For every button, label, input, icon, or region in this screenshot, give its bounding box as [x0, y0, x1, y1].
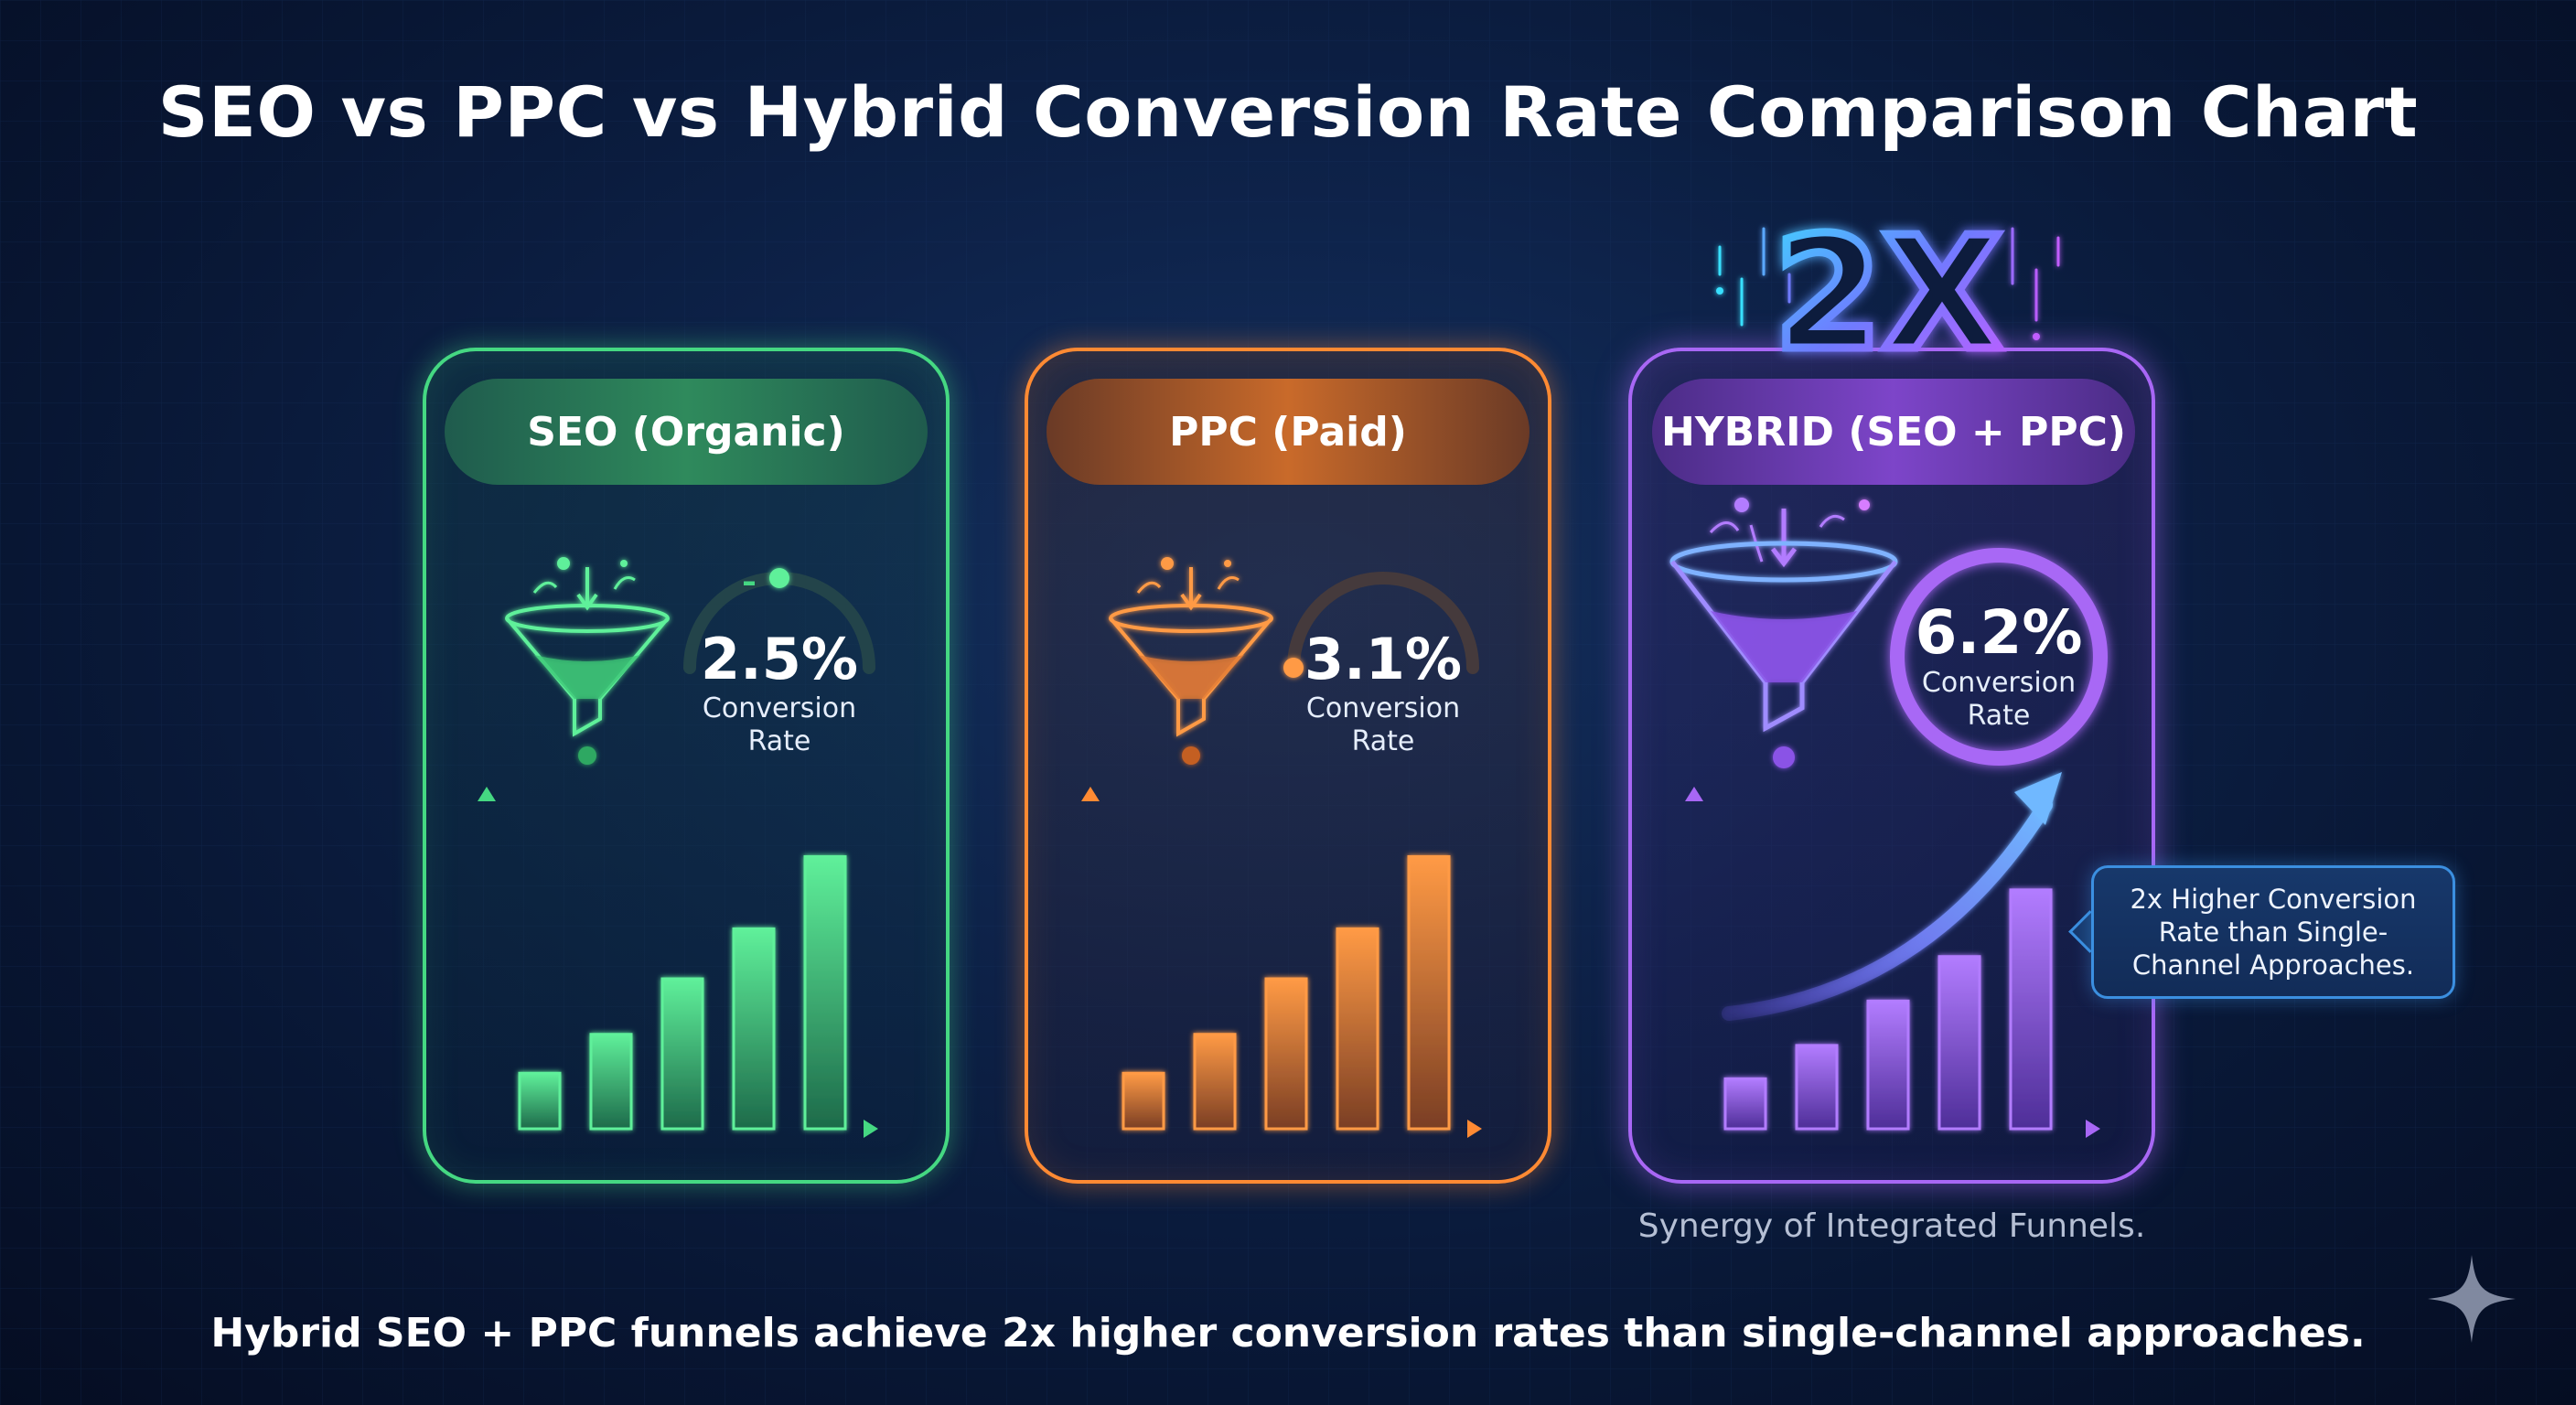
bar [1407, 854, 1451, 1131]
bar [518, 1071, 562, 1131]
conversion-gauge [1283, 572, 1479, 678]
hybrid-rate-label-line1: Conversion [1922, 667, 2076, 699]
hybrid-bar-chart [1685, 772, 2100, 1138]
chart-title: SEO vs PPC vs Hybrid Conversion Rate Com… [157, 71, 2419, 153]
hybrid-rate-value: 6.2% [1915, 597, 2082, 668]
conversion-gauge [1890, 548, 2108, 766]
bar [1193, 1033, 1237, 1131]
bar [1264, 977, 1308, 1131]
gauge-dot [1283, 658, 1304, 678]
funnel-icon [1109, 557, 1273, 765]
bar [2009, 888, 2053, 1131]
x-axis-arrowhead [2086, 1120, 2100, 1138]
callout-text: 2x Higher Conversion Rate than Single-Ch… [2130, 884, 2417, 981]
multiplier-badge: 2X [1716, 200, 2060, 390]
seo-rate-label-line1: Conversion [703, 692, 856, 724]
bar [1122, 1071, 1165, 1131]
ppc-rate-label-line2: Rate [1352, 725, 1415, 757]
bar [1937, 955, 1981, 1131]
ppc-rate-label-line1: Conversion [1306, 692, 1460, 724]
funnel-icon [505, 557, 670, 765]
x-axis-arrowhead [1467, 1120, 1482, 1138]
multiplier-badge-text: 2X [1774, 204, 2002, 385]
conversion-gauge [683, 568, 875, 674]
ppc-rate-value: 3.1% [1304, 626, 1462, 692]
seo-bar-chart [478, 787, 878, 1138]
hybrid-panel-label: HYBRID (SEO + PPC) [1652, 379, 2135, 485]
ppc-panel-label: PPC (Paid) [1046, 379, 1530, 485]
seo-rate-label-line2: Rate [748, 725, 811, 757]
callout-box: 2x Higher Conversion Rate than Single-Ch… [2091, 865, 2455, 999]
bar [589, 1033, 633, 1131]
bar [1795, 1044, 1839, 1131]
bar [1336, 927, 1379, 1131]
y-axis-arrowhead [1685, 787, 1703, 801]
seo-panel-label: SEO (Organic) [445, 379, 928, 485]
x-axis-arrowhead [864, 1120, 878, 1138]
seo-rate-value: 2.5% [701, 626, 858, 692]
gauge-ring [1890, 548, 2108, 766]
bar [1723, 1077, 1767, 1131]
sparkle-icon [2428, 1255, 2516, 1343]
bar [732, 927, 776, 1131]
bar [803, 854, 847, 1131]
gauge-fill [739, 575, 758, 591]
badge-sparkle-lines [1716, 227, 2060, 340]
hybrid-caption: Synergy of Integrated Funnels. [1637, 1207, 2146, 1245]
y-axis-arrowhead [1081, 787, 1100, 801]
ppc-bar-chart [1081, 787, 1482, 1138]
y-axis-arrowhead [478, 787, 496, 801]
hybrid-rate-label-line2: Rate [1968, 700, 2031, 732]
gauge-dot [769, 568, 789, 588]
funnel-icon [1669, 498, 1898, 768]
trend-arrow [1722, 798, 2053, 1021]
bar [660, 977, 704, 1131]
bottom-note: Hybrid SEO + PPC funnels achieve 2x high… [210, 1310, 2366, 1357]
bar [1866, 999, 1910, 1131]
trend-arrowhead [2014, 772, 2062, 825]
